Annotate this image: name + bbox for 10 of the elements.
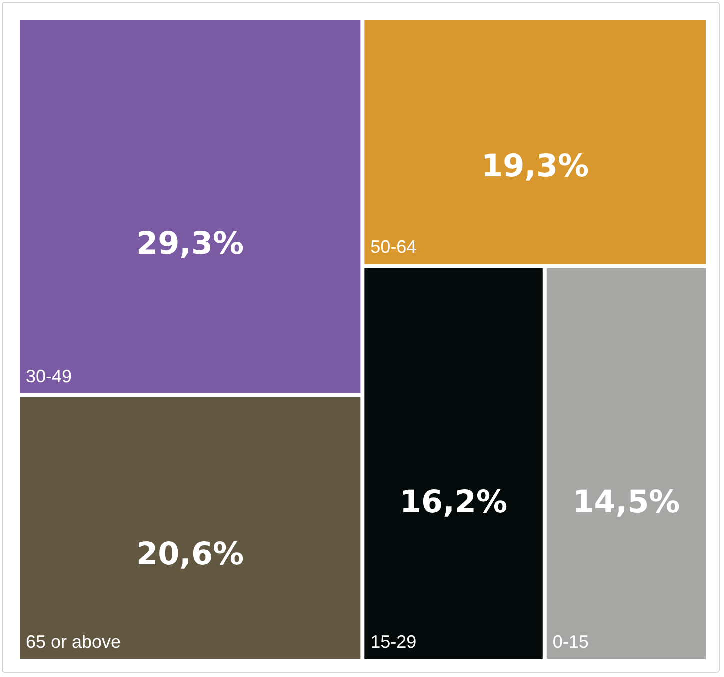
data-label: 16,2% (400, 484, 508, 521)
data-label: 20,6% (136, 536, 244, 572)
category-label: 50-64 (370, 237, 417, 258)
category-label: 0-15 (552, 632, 589, 652)
data-label: 29,3% (136, 226, 244, 262)
category-label: 15-29 (370, 632, 417, 652)
data-label: 14,5% (572, 484, 680, 521)
category-label: 65 or above (26, 632, 122, 652)
data-label: 19,3% (482, 148, 590, 185)
category-label: 30-49 (26, 366, 72, 387)
